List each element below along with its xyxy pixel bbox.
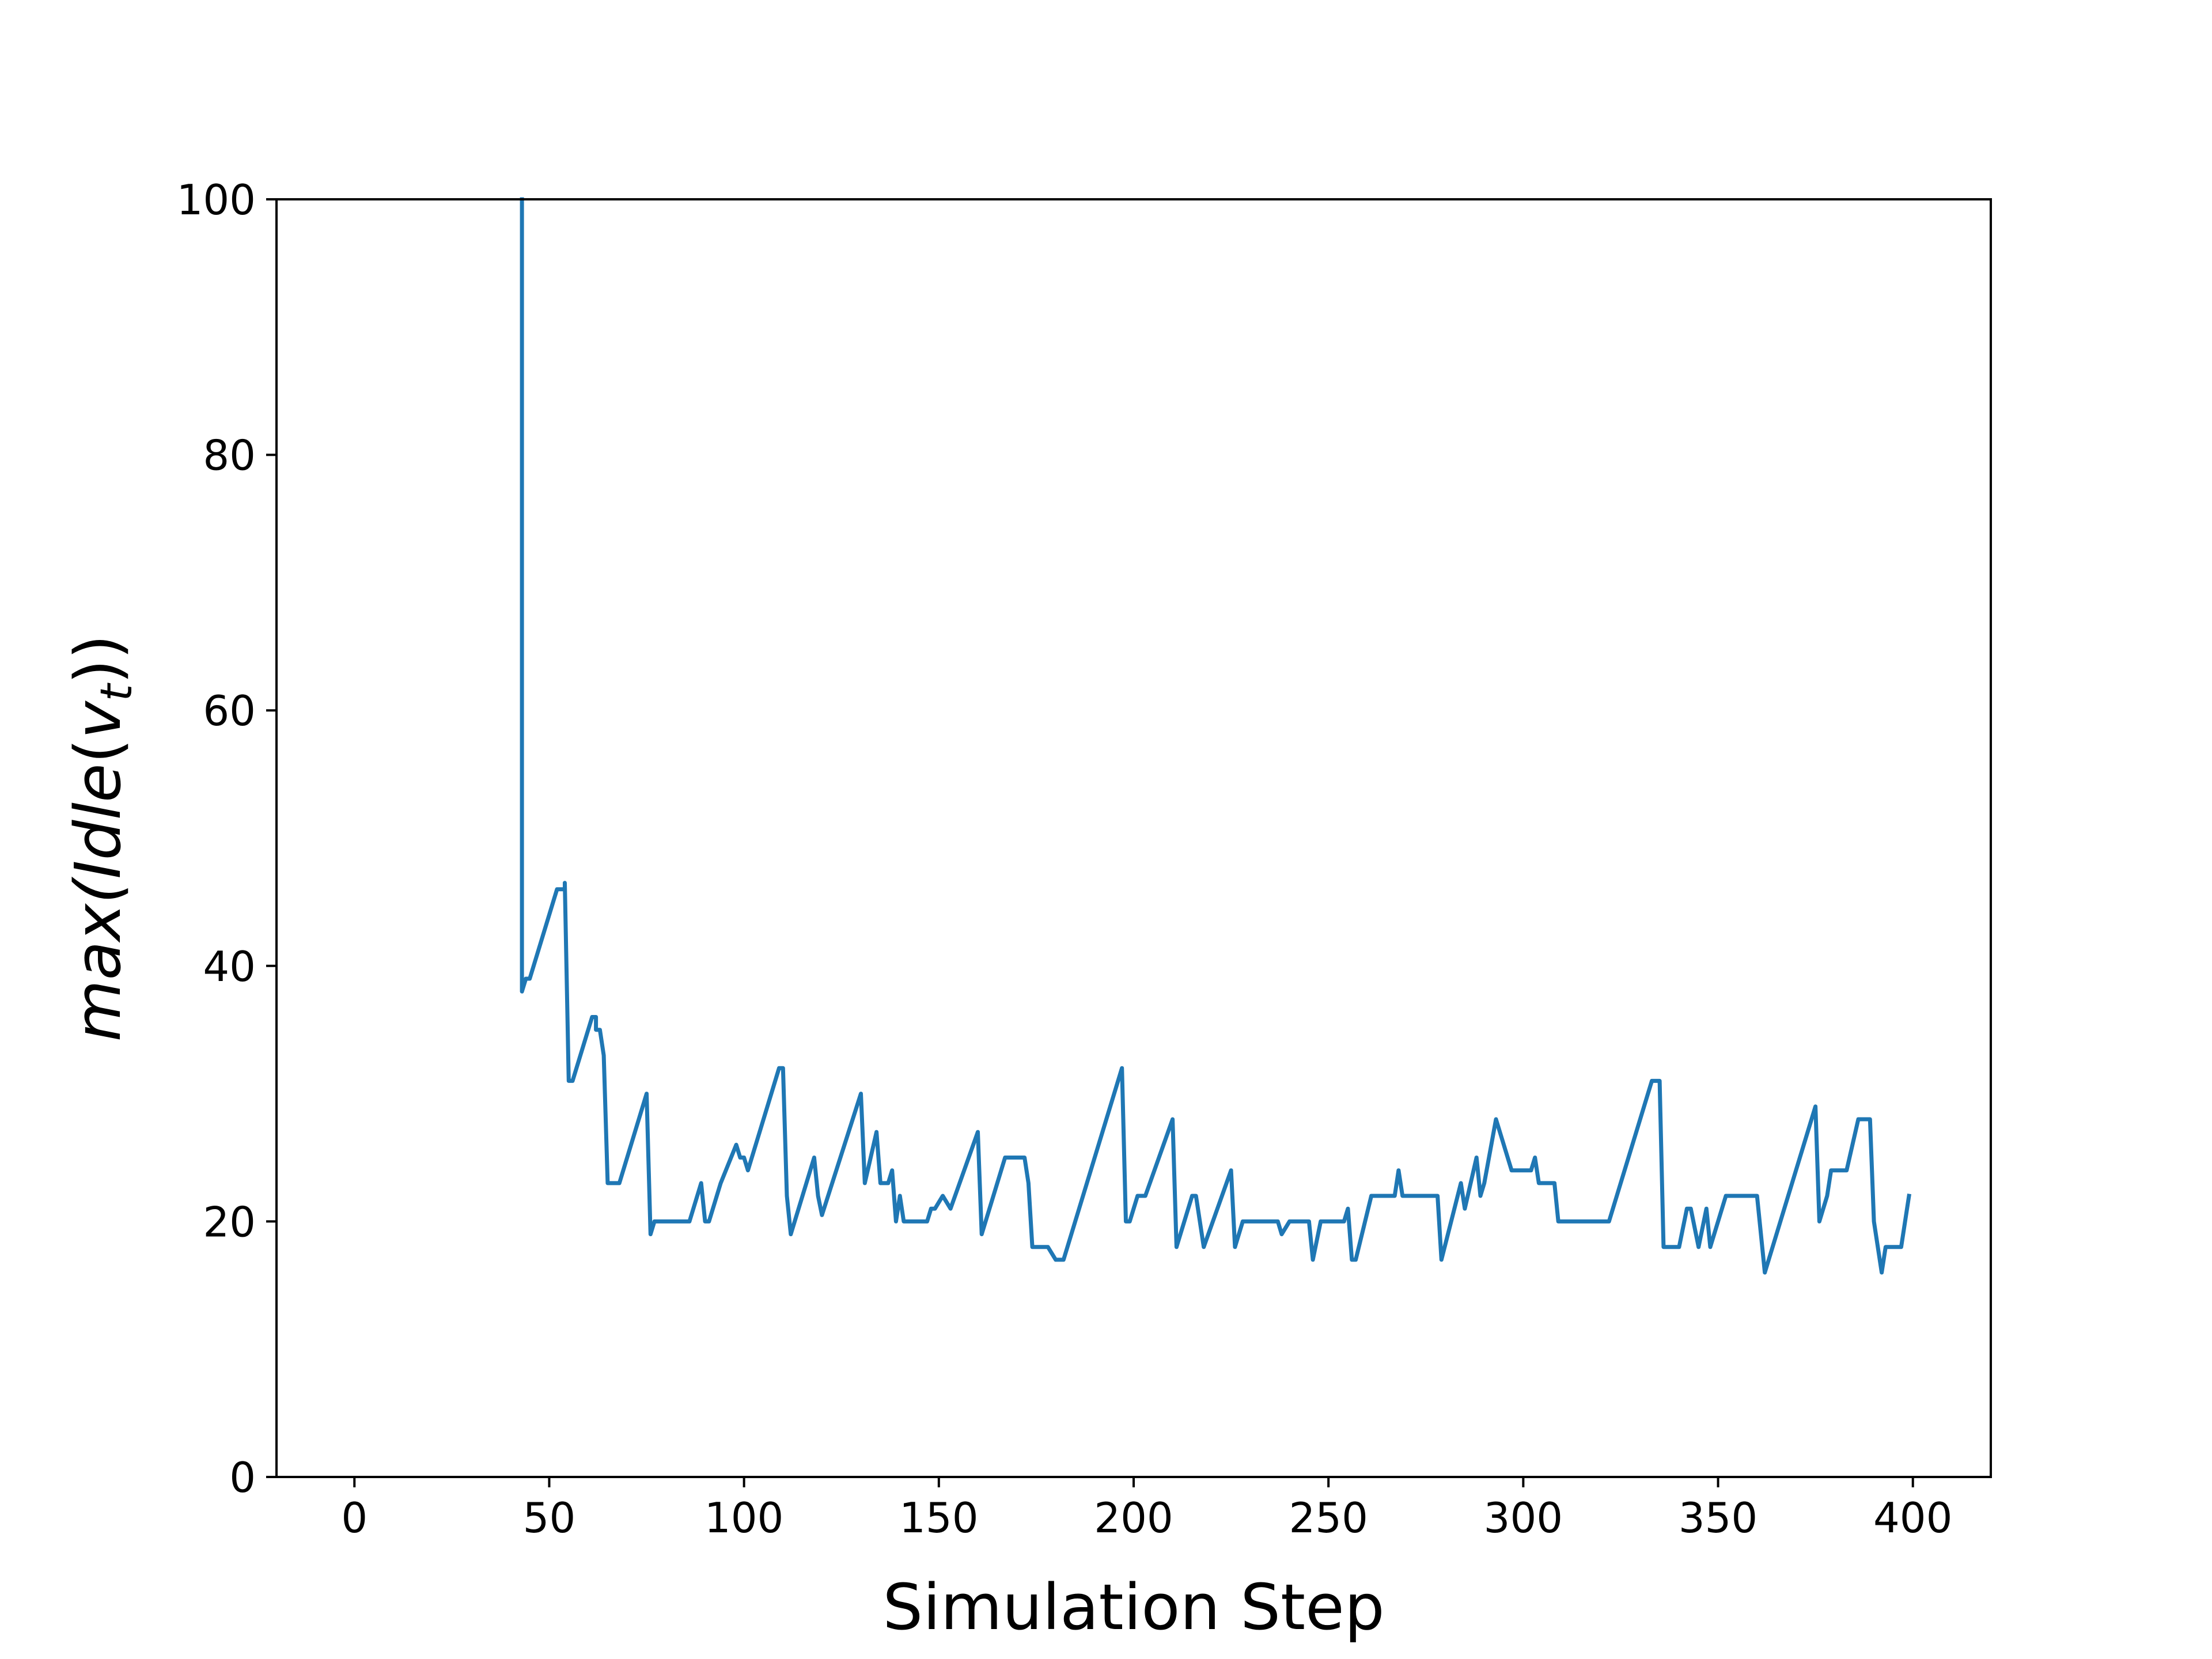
x-tick-label: 350 [1679,1494,1758,1542]
y-tick-label: 100 [177,176,256,224]
x-tick-label: 0 [341,1494,368,1542]
x-tick-label: 150 [899,1494,978,1542]
x-tick-label: 250 [1289,1494,1368,1542]
x-tick-label: 50 [523,1494,576,1542]
plot-area-frame [275,198,1992,1478]
x-axis: 0 50 100 150 200 250 300 350 400 [341,1477,1952,1542]
series-line-0 [520,197,1911,1275]
series-layer [520,197,1911,1275]
x-axis-label: Simulation Step [882,1570,1384,1644]
y-tick-label: 60 [203,687,256,735]
y-tick-label: 20 [203,1198,256,1246]
y-tick-label: 40 [203,942,256,991]
y-axis: 0 20 40 60 80 100 [177,176,276,1502]
y-tick-label: 80 [203,431,256,480]
x-tick-label: 100 [704,1494,783,1542]
x-tick-label: 200 [1094,1494,1173,1542]
x-tick-label: 400 [1873,1494,1952,1542]
x-tick-label: 300 [1484,1494,1563,1542]
y-axis-label: max(Idle(vt)) [61,635,142,1042]
y-tick-label: 0 [229,1453,256,1502]
